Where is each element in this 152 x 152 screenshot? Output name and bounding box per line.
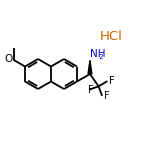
Text: F: F [104,91,109,101]
Text: O: O [4,54,13,64]
Text: NH: NH [90,49,106,59]
Polygon shape [88,60,92,74]
Text: HCl: HCl [100,29,123,43]
Text: 2: 2 [98,54,103,60]
Text: F: F [109,76,114,86]
Text: F: F [88,85,94,95]
